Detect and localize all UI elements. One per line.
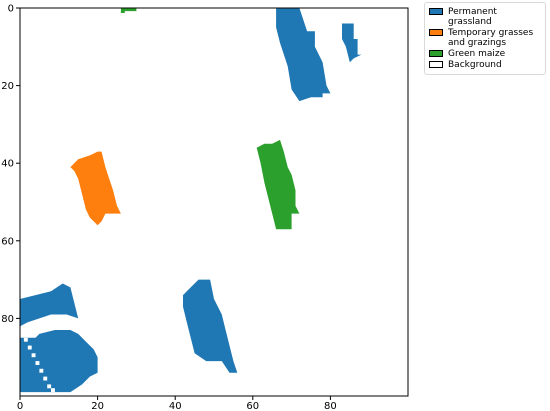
- legend-item-temporary-grasses: Temporary grasses and grazings: [429, 28, 541, 48]
- legend-swatch-permanent-grassland: [429, 8, 443, 15]
- legend-swatch-green-maize: [429, 50, 443, 57]
- background-gap-4: [39, 368, 44, 373]
- background-gap-2: [31, 353, 36, 358]
- legend-swatch-temporary-grasses: [429, 29, 443, 36]
- patch-permanent-grassland-0: [276, 8, 331, 102]
- legend: Permanent grassland Temporary grasses an…: [424, 2, 546, 75]
- legend-item-permanent-grassland: Permanent grassland: [429, 7, 541, 27]
- legend-item-green-maize: Green maize: [429, 49, 541, 59]
- background-gap-3: [35, 361, 40, 365]
- patch-temporary-grasses-and-grazings-5: [70, 151, 121, 226]
- patch-green-maize-7: [120, 8, 137, 13]
- y-tick-label-80: 80: [1, 314, 14, 325]
- legend-swatch-background: [429, 61, 443, 68]
- legend-label-permanent-grassland: Permanent grassland: [448, 7, 497, 27]
- patches-layer: [20, 8, 362, 393]
- legend-item-background: Background: [429, 60, 541, 70]
- y-tick-label-20: 20: [1, 81, 14, 92]
- x-tick-label-0: 0: [17, 401, 23, 411]
- x-tick-label-40: 40: [169, 401, 182, 411]
- y-tick-label-0: 0: [8, 4, 14, 15]
- y-tick-label-40: 40: [1, 159, 14, 170]
- x-tick-label-20: 20: [91, 401, 104, 411]
- background-gap-5: [43, 376, 48, 381]
- y-ticks: 0 20 40 60 80: [1, 4, 20, 325]
- x-tick-label-80: 80: [324, 401, 337, 411]
- patch-permanent-grassland-4: [183, 279, 238, 373]
- patch-permanent-grassland-2: [20, 283, 79, 327]
- legend-label-background: Background: [448, 60, 502, 70]
- background-gap-0: [23, 337, 28, 342]
- plot-frame: [19, 7, 409, 397]
- patch-permanent-grassland-3: [20, 330, 98, 393]
- patch-permanent-grassland-1: [342, 23, 362, 63]
- x-ticks: 0 20 40 60 80: [17, 396, 337, 411]
- patch-green-maize-6: [256, 139, 300, 230]
- background-gap-1: [27, 345, 32, 350]
- background-gap-7: [51, 388, 55, 393]
- legend-label-green-maize: Green maize: [448, 49, 506, 59]
- background-gap-6: [47, 384, 52, 389]
- y-tick-label-60: 60: [1, 236, 14, 247]
- x-tick-label-60: 60: [246, 401, 259, 411]
- legend-label-temporary-grasses: Temporary grasses and grazings: [448, 28, 534, 48]
- gaps-layer: [23, 337, 55, 393]
